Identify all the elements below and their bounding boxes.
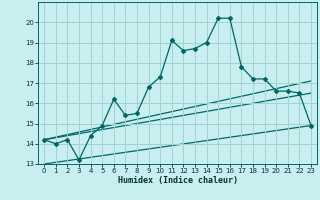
X-axis label: Humidex (Indice chaleur): Humidex (Indice chaleur) [118, 176, 238, 185]
